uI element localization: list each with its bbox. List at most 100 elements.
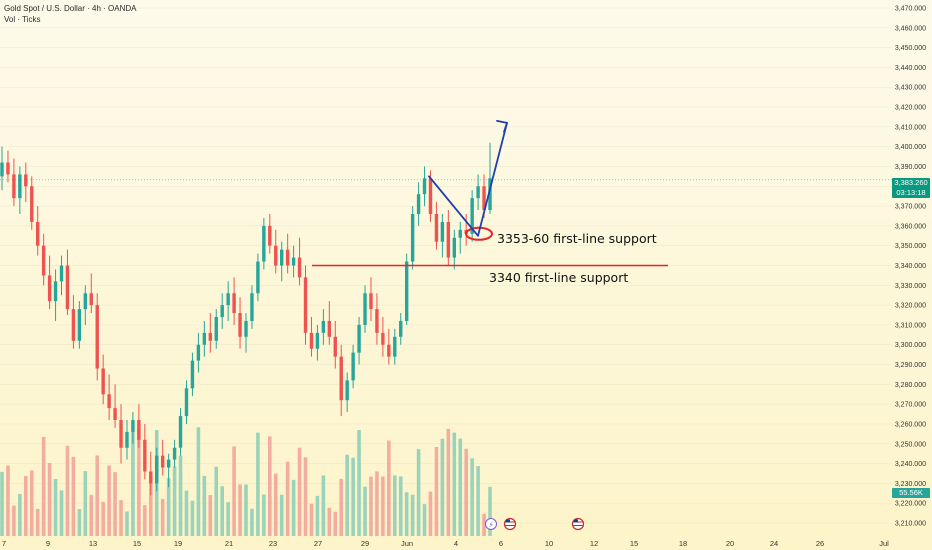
candle-body [446, 221, 451, 258]
candle-body [428, 178, 433, 214]
candle-body [321, 320, 326, 333]
price-tick-label: 3,420.000 [895, 105, 926, 112]
candle-body [83, 293, 88, 310]
candle-body [351, 352, 355, 381]
candle-body [160, 455, 165, 468]
candle-body [143, 439, 147, 472]
candle-body [232, 293, 236, 314]
price-tick-label: 3,450.000 [895, 45, 926, 52]
volume-bar [113, 472, 117, 536]
volume-bar [148, 476, 153, 536]
candles [0, 142, 492, 496]
lightning-icon[interactable] [485, 518, 497, 530]
candle-body [297, 257, 302, 278]
projection-arrow [428, 121, 508, 237]
time-tick-label: 7 [2, 539, 6, 548]
volume-bar [482, 513, 486, 536]
candle-body [196, 344, 201, 361]
volume-bar [357, 430, 361, 536]
symbol-title[interactable]: Gold Spot / U.S. Dollar · 4h · OANDA [4, 4, 137, 13]
volume-bar [95, 455, 100, 536]
volume-bar [345, 454, 349, 536]
event-icons: ⚡ [485, 517, 585, 531]
candle-body [166, 459, 171, 468]
volume-bar [172, 466, 177, 536]
candle-body [0, 162, 4, 177]
volume-bar [250, 508, 254, 536]
price-tick-label: 3,370.000 [895, 204, 926, 211]
candle-body [422, 178, 427, 195]
price-tick-label: 3,310.000 [895, 322, 926, 329]
volume-bar [89, 494, 94, 536]
volume-bar [333, 511, 338, 536]
volume-bar [464, 448, 468, 536]
candle-body [309, 332, 314, 349]
volume-bar [29, 470, 34, 536]
volume-bar [339, 478, 344, 536]
price-tick-label: 3,360.000 [895, 223, 926, 230]
candle-body [488, 178, 492, 211]
volume-bar [184, 490, 189, 536]
volume-bar [446, 428, 451, 536]
volume-bar [363, 486, 367, 536]
candle-body [238, 313, 242, 337]
time-tick-label: 10 [545, 539, 553, 548]
candle-body [303, 277, 308, 333]
candle-body [452, 237, 456, 258]
current-price-value: 3,383.260 [894, 178, 928, 187]
volume-bar [327, 507, 332, 536]
current-price-tag: 3,383.260 03:13:18 [892, 178, 930, 198]
candle-body [458, 229, 462, 238]
time-tick-label: 13 [89, 539, 97, 548]
time-tick-label: 18 [679, 539, 687, 548]
volume-bar [387, 440, 391, 536]
volume-indicator-label[interactable]: Vol · Ticks [4, 15, 41, 24]
candle-body [178, 416, 183, 448]
time-tick-label: 15 [630, 539, 638, 548]
price-tick-label: 3,350.000 [895, 243, 926, 250]
volume-bar [381, 476, 385, 536]
time-tick-label: 27 [314, 539, 322, 548]
price-tick-label: 3,410.000 [895, 124, 926, 131]
volume-bar [416, 449, 421, 536]
price-tick-label: 3,470.000 [895, 6, 926, 13]
price-tick-label: 3,400.000 [895, 144, 926, 151]
candle-body [113, 408, 117, 420]
time-tick-label: 6 [499, 539, 503, 548]
volume-bar [238, 484, 242, 536]
volume-bar [24, 476, 28, 536]
volume-bar [107, 465, 111, 536]
candle-body [190, 360, 195, 389]
volume-bar [59, 490, 64, 536]
candle-body [226, 293, 230, 306]
support-label-3340: 3340 first-line support [489, 270, 629, 285]
price-tick-label: 3,260.000 [895, 421, 926, 428]
volume-bar [18, 494, 22, 536]
volume-bar [226, 502, 230, 536]
candle-body [184, 388, 189, 417]
volume-bar [35, 508, 40, 536]
candle-body [107, 394, 111, 409]
candle-body [89, 293, 93, 306]
volume-bar [137, 428, 141, 536]
volume-bar [291, 479, 296, 536]
candle-body [95, 305, 99, 369]
volume-bar [0, 471, 4, 536]
volume-bar [434, 447, 439, 536]
candle-body [387, 344, 391, 357]
candle-body [285, 249, 290, 266]
volume-bar [470, 458, 474, 536]
volume-bar [375, 471, 379, 536]
volume-bar [160, 498, 165, 536]
volume-bar [202, 475, 207, 536]
candle-body [482, 186, 486, 211]
volume-bar [190, 500, 195, 536]
price-tick-label: 3,340.000 [895, 263, 926, 270]
volume-bar [220, 486, 224, 536]
candle-body [274, 245, 278, 266]
volume-bar [422, 504, 427, 536]
volume-bar [166, 478, 171, 536]
candle-body [6, 162, 10, 175]
candle-body [434, 214, 439, 242]
